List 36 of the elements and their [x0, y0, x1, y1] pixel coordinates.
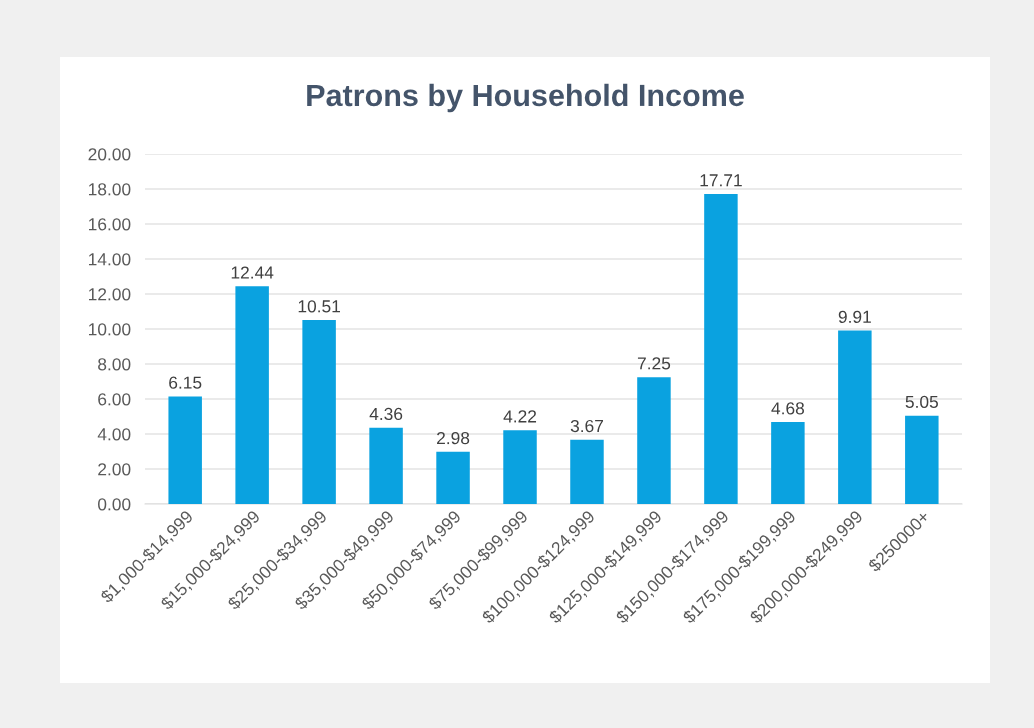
bar [838, 330, 872, 504]
bar [436, 451, 470, 504]
data-label: 5.05 [905, 395, 938, 409]
data-label: 4.22 [503, 410, 537, 423]
data-label: 17.71 [700, 174, 742, 187]
bar [570, 439, 604, 504]
data-label: 12.44 [231, 266, 274, 279]
y-tick-label: 12.00 [88, 288, 131, 301]
data-label: 9.91 [838, 310, 871, 323]
y-tick-label: 18.00 [88, 183, 131, 196]
data-label: 7.25 [637, 357, 671, 370]
bar [503, 430, 537, 504]
data-label: 2.98 [437, 431, 470, 445]
bar [704, 194, 738, 504]
data-label: 10.51 [298, 300, 340, 313]
y-tick-label: 16.00 [88, 218, 131, 231]
bar [771, 422, 805, 504]
data-label: 3.67 [570, 419, 604, 433]
bar [168, 396, 202, 504]
y-tick-label: 4.00 [97, 428, 131, 441]
data-label: 6.15 [169, 376, 202, 389]
y-tick-label: 0.00 [98, 498, 131, 511]
bar [905, 415, 939, 504]
data-label: 4.36 [369, 407, 403, 421]
y-tick-label: 8.00 [98, 358, 131, 371]
bar [302, 320, 336, 504]
y-tick-label: 20.00 [88, 148, 131, 161]
bar [637, 377, 671, 504]
chart-title: Patrons by Household Income [307, 83, 744, 113]
data-label: 4.68 [771, 402, 805, 415]
bar [235, 286, 269, 504]
y-tick-label: 2.00 [98, 463, 131, 476]
y-tick-label: 10.00 [88, 323, 131, 336]
bar [369, 427, 403, 504]
y-tick-label: 14.00 [88, 253, 131, 266]
y-tick-label: 6.00 [98, 393, 131, 406]
